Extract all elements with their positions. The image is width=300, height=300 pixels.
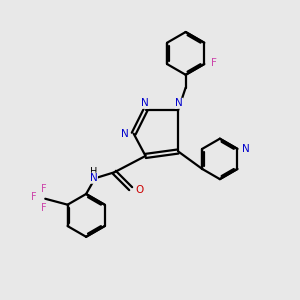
- Text: N: N: [121, 129, 129, 139]
- Text: F: F: [41, 184, 46, 194]
- Text: F: F: [211, 58, 217, 68]
- Text: F: F: [41, 203, 46, 213]
- Text: F: F: [31, 192, 37, 202]
- Text: N: N: [242, 144, 250, 154]
- Text: H: H: [90, 167, 97, 177]
- Text: O: O: [136, 185, 144, 195]
- Text: N: N: [90, 173, 98, 183]
- Text: N: N: [141, 98, 148, 108]
- Text: N: N: [175, 98, 183, 108]
